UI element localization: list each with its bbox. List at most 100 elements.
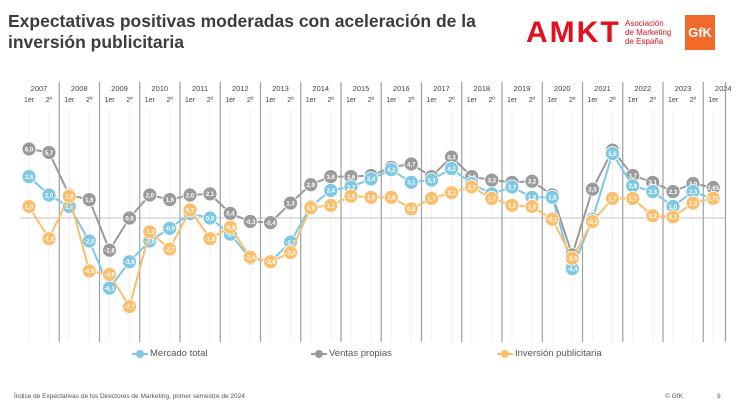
data-point	[21, 141, 37, 157]
semester-label: 2º	[247, 97, 254, 104]
data-point	[524, 173, 540, 189]
data-point	[122, 254, 137, 270]
year-label: 2021	[594, 84, 611, 93]
year-label: 2008	[71, 84, 88, 93]
data-point	[41, 187, 57, 203]
data-point	[625, 191, 641, 206]
data-label: 5,7	[45, 151, 54, 157]
data-point	[21, 169, 37, 184]
line-chart: 2007 1er 2º 2008 1er 2º 2009 1er 2º 2010 1er 2º 2011…	[20, 82, 732, 342]
data-label: 4,2	[387, 168, 396, 174]
semester-label: 2º	[489, 97, 496, 104]
year-label: 2017	[433, 84, 450, 93]
legend-swatch-icon	[311, 349, 327, 358]
data-label: -0,3	[587, 220, 598, 226]
data-point	[403, 174, 419, 190]
data-point	[323, 197, 339, 213]
data-label: 1,7	[427, 197, 436, 203]
semester-label: 1er	[467, 97, 478, 104]
data-point	[363, 189, 379, 205]
data-point	[303, 200, 319, 216]
data-label: 2,3	[689, 190, 698, 196]
data-label: -2,0	[84, 239, 95, 245]
data-label: -1,2	[145, 230, 156, 236]
year-label: 2013	[272, 84, 289, 93]
data-label: 3,4	[367, 177, 376, 183]
footer-source: Índice de Expectativas de los Directores…	[14, 393, 245, 400]
data-label: -3,5	[567, 257, 578, 263]
data-point	[162, 220, 178, 236]
data-label: 2,0	[186, 193, 195, 199]
data-point	[424, 172, 439, 188]
data-label: 1,6	[85, 198, 94, 204]
footer-page-number: 9	[717, 393, 721, 400]
data-label: 4,3	[447, 167, 456, 173]
data-point	[263, 215, 278, 231]
semester-label: 2º	[46, 97, 53, 104]
data-label: 2,3	[669, 190, 678, 196]
data-label: 1,8	[528, 196, 537, 202]
legend-label: Ventas propias	[329, 348, 392, 359]
semester-label: 2º	[368, 97, 375, 104]
data-label: 2,8	[629, 184, 638, 190]
year-label: 2022	[634, 84, 651, 93]
amkt-logo-subtitle: Asociación de Marketing de España	[625, 19, 671, 46]
data-label: 3,1	[407, 181, 416, 187]
data-point	[61, 188, 77, 204]
data-label: 1,8	[387, 196, 396, 202]
data-point	[444, 185, 459, 201]
data-point	[102, 242, 117, 258]
data-point	[202, 186, 218, 202]
data-point	[464, 179, 480, 195]
data-label: 1,3	[689, 201, 698, 207]
data-label: 1,1	[508, 204, 517, 210]
data-label: -4,6	[84, 269, 95, 275]
data-label: 1,7	[629, 197, 638, 203]
semester-label: 2º	[690, 97, 697, 104]
data-label: -0,4	[265, 221, 276, 227]
data-point	[283, 245, 298, 260]
data-point	[605, 191, 620, 206]
legend-label: Mercado total	[150, 348, 208, 359]
data-point	[383, 162, 399, 178]
data-point	[81, 192, 97, 207]
data-point	[142, 187, 158, 203]
data-label: 3,6	[347, 175, 356, 181]
data-point	[102, 266, 117, 282]
data-point	[162, 241, 178, 257]
semester-label: 1er	[386, 97, 397, 104]
semester-label: 1er	[346, 97, 357, 104]
semester-label: 1er	[507, 97, 518, 104]
year-label: 2019	[514, 84, 531, 93]
data-point	[665, 209, 681, 225]
semester-label: 1er	[145, 97, 156, 104]
data-label: -3,4	[245, 255, 256, 261]
year-label: 2012	[232, 84, 249, 93]
data-point	[544, 211, 560, 227]
year-label: 2011	[192, 84, 208, 93]
data-label: -6,1	[104, 286, 115, 292]
semester-label: 2º	[207, 97, 214, 104]
year-label: 2020	[554, 84, 571, 93]
data-point	[202, 210, 218, 226]
semester-label: 1er	[185, 97, 196, 104]
semester-label: 1er	[24, 97, 35, 104]
data-label: 3,3	[427, 178, 436, 184]
data-point	[685, 195, 701, 211]
semester-label: 2º	[408, 97, 415, 104]
data-label: 2,7	[508, 185, 517, 191]
data-label: 1,0	[25, 205, 34, 211]
semester-label: 1er	[668, 97, 679, 104]
data-label: -0,1	[547, 217, 558, 223]
data-point	[585, 181, 600, 197]
data-label: -2,0	[145, 239, 156, 245]
data-point	[142, 224, 158, 240]
semester-label: 2º	[167, 97, 174, 104]
data-label: 2,7	[468, 185, 477, 191]
data-point	[403, 201, 419, 217]
data-point	[263, 254, 278, 270]
data-label: -2,1	[285, 240, 296, 246]
data-label: 2,2	[447, 191, 456, 197]
year-label: 2018	[473, 84, 490, 93]
data-label: -2,7	[165, 247, 176, 253]
